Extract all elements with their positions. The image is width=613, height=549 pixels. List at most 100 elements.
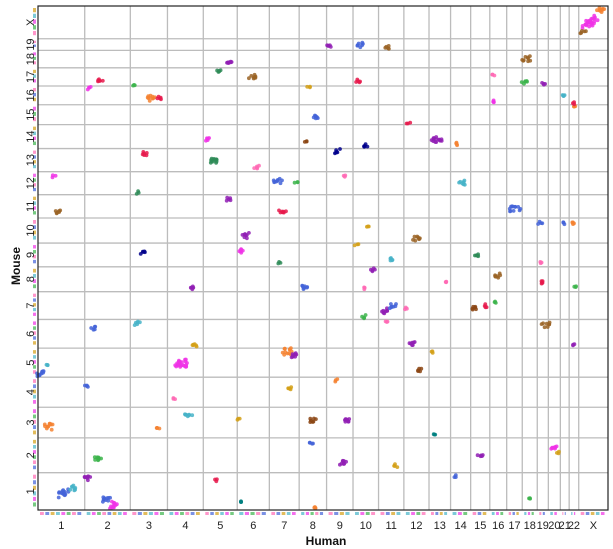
synteny-point	[144, 151, 149, 155]
human-band-segment	[117, 512, 122, 515]
human-band-segment	[190, 512, 195, 515]
synteny-point	[362, 285, 367, 290]
synteny-point	[100, 78, 105, 83]
synteny-point	[228, 198, 233, 203]
human-band-segment	[564, 512, 566, 515]
synteny-point	[44, 362, 49, 367]
synteny-point	[305, 285, 310, 289]
synteny-point	[419, 366, 424, 371]
synteny-point	[247, 76, 251, 81]
mouse-band-segment	[33, 419, 36, 424]
human-band-segment	[261, 512, 266, 515]
human-band-segment	[86, 512, 91, 515]
mouse-band-segment	[33, 97, 36, 102]
x-tick-label: 13	[434, 520, 446, 532]
human-band-segment	[286, 512, 291, 515]
synteny-point	[280, 178, 284, 183]
synteny-point	[146, 96, 151, 100]
synteny-point	[292, 180, 297, 185]
human-band-segment	[531, 512, 534, 515]
synteny-point	[239, 499, 243, 504]
synteny-point	[136, 189, 141, 194]
human-band-segment	[360, 512, 365, 515]
synteny-point	[356, 242, 361, 247]
synteny-point	[540, 221, 545, 226]
synteny-point	[390, 258, 394, 263]
human-band-segment	[371, 512, 376, 515]
mouse-band-segment	[33, 44, 36, 47]
synteny-point	[541, 321, 545, 326]
synteny-point	[384, 44, 389, 49]
y-tick-label: 1	[25, 488, 37, 494]
mouse-band-segment	[33, 245, 36, 249]
human-band-segment	[496, 512, 499, 515]
mouse-band-segment	[33, 450, 36, 454]
synteny-point	[190, 284, 195, 289]
synteny-point	[471, 304, 476, 309]
synteny-point	[278, 261, 283, 265]
synteny-point	[394, 302, 398, 306]
synteny-point	[454, 142, 459, 147]
mouse-band-segment	[33, 160, 36, 164]
human-band-segment	[457, 512, 462, 515]
x-tick-label: 12	[410, 520, 422, 532]
mouse-band-segment	[33, 355, 36, 359]
human-band-segment	[230, 512, 234, 515]
synteny-point	[361, 42, 365, 46]
y-tick-label: 17	[25, 71, 37, 83]
synteny-point	[412, 340, 417, 344]
human-band-segment	[405, 512, 410, 515]
human-band-segment	[132, 512, 137, 515]
mouse-band-segment	[33, 336, 36, 340]
synteny-point	[99, 456, 103, 461]
y-tick-label: 18	[25, 53, 37, 65]
human-band-segment	[107, 512, 112, 515]
synteny-point	[98, 79, 102, 83]
synteny-point	[418, 236, 422, 241]
synteny-point	[366, 224, 371, 229]
synteny-point	[387, 46, 391, 51]
mouse-band-segment	[33, 19, 36, 24]
synteny-point	[439, 139, 444, 143]
synteny-point	[283, 350, 288, 354]
human-band-segment	[250, 512, 255, 515]
y-tick-label: 8	[25, 276, 37, 282]
x-tick-label: 5	[217, 520, 223, 532]
mouse-band-segment	[33, 331, 36, 335]
synteny-point	[180, 363, 185, 367]
synteny-point	[584, 29, 588, 34]
mouse-band-segment	[33, 460, 36, 465]
y-tick-label: 3	[25, 419, 37, 425]
human-band-segment	[550, 512, 553, 515]
synteny-point	[58, 208, 63, 213]
human-band-segment	[416, 512, 421, 515]
synteny-point	[383, 319, 388, 324]
synteny-point	[385, 306, 389, 311]
human-band-segment	[580, 512, 585, 515]
synteny-point	[93, 324, 98, 329]
x-tick-label: 4	[182, 520, 188, 532]
synteny-point	[483, 302, 488, 307]
mouse-band-segment	[33, 284, 36, 289]
synteny-point	[356, 79, 360, 83]
human-band-segment	[174, 512, 179, 515]
synteny-point	[474, 307, 478, 312]
mouse-band-segment	[33, 250, 36, 254]
synteny-point	[85, 474, 90, 479]
y-tick-label: 15	[25, 109, 37, 121]
human-band-segment	[573, 512, 576, 515]
synteny-point	[185, 361, 189, 365]
human-band-segment	[244, 512, 249, 515]
human-band-segment	[463, 512, 468, 515]
mouse-band-segment	[33, 155, 36, 159]
mouse-band-segment	[33, 211, 36, 215]
synteny-point	[528, 496, 532, 501]
y-tick-label: 16	[25, 89, 37, 101]
human-band-segment	[590, 512, 595, 515]
synteny-point	[473, 253, 477, 258]
synteny-point	[290, 352, 295, 356]
human-band-segment	[524, 512, 527, 515]
x-tick-label: 19	[537, 520, 549, 532]
mouse-band-segment	[33, 201, 36, 205]
x-tick-label: 1	[58, 520, 64, 532]
